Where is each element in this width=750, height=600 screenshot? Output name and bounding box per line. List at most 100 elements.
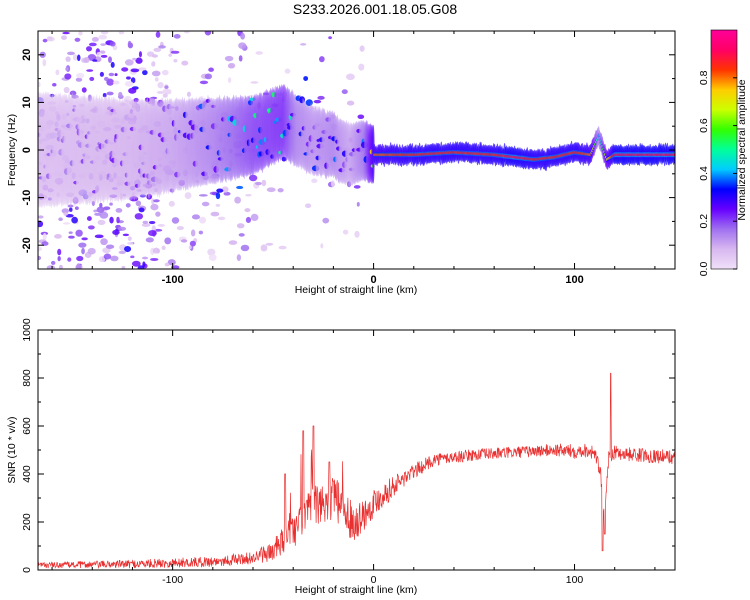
spectrogram-noise-blob — [183, 31, 190, 34]
spectrogram-noise-blob — [86, 69, 94, 72]
spectrogram-noise-blob — [141, 223, 151, 227]
spectrogram-noise-blob — [81, 87, 87, 93]
spectrogram-noise-blob — [112, 229, 120, 235]
spectrogram-ridge-blob — [357, 114, 365, 119]
spectrogram-noise-blob — [141, 256, 149, 260]
snr-y-tick-label: 200 — [21, 513, 33, 531]
spectrogram-noise-blob — [124, 81, 134, 87]
spectrogram-noise-blob — [359, 45, 365, 52]
spectrogram-noise-blob — [91, 200, 95, 207]
spectrogram-noise-blob — [142, 220, 149, 225]
spectrogram-noise-blob — [96, 206, 105, 213]
spectrogram-noise-blob — [244, 208, 251, 213]
spectrogram-noise-blob — [190, 229, 196, 237]
spectrogram-noise-blob — [63, 86, 70, 94]
spectrogram-noise-blob — [94, 212, 102, 216]
spectrogram-noise-blob — [198, 230, 204, 235]
spectrogram-noise-blob — [99, 211, 109, 219]
spectrogram-noise-blob — [184, 192, 192, 200]
spectrogram-noise-blob — [250, 213, 259, 221]
spectrogram-noise-blob — [158, 45, 166, 49]
spectrogram-noise-blob — [131, 260, 141, 267]
spectrogram-ridge-blob — [215, 192, 221, 200]
spectrogram-noise-blob — [180, 239, 188, 243]
snr-y-tick-label: 0 — [21, 567, 33, 573]
spectrogram-noise-blob — [109, 202, 113, 206]
spectrogram-noise-blob — [75, 229, 83, 237]
spectrogram-ridge-blob — [64, 73, 72, 80]
spectrogram-noise-blob — [118, 250, 126, 254]
spectrogram-noise-blob — [124, 245, 132, 253]
spectrogram-y-ticks: -20 -10 0 10 20 — [21, 30, 675, 270]
spectrogram-noise-blob — [127, 241, 134, 245]
spectrogram-noise-blob — [191, 214, 201, 220]
spectrogram-noise-blob — [87, 54, 97, 61]
spectrogram-noise-blob — [127, 236, 132, 241]
spectrogram-noise-blob — [91, 37, 99, 42]
spectrogram-ridge-blob — [153, 199, 160, 203]
spectrogram-noise-blob — [102, 247, 111, 254]
colorbar-gradient — [710, 29, 738, 270]
spectrogram-noise-blob — [234, 196, 241, 204]
spectrogram-noise-blob — [58, 264, 63, 269]
spectrogram-noise-blob — [260, 244, 268, 252]
spectrogram-noise-blob — [67, 257, 72, 262]
snr-series-line — [38, 372, 675, 570]
spectrogram-noise-blob — [223, 191, 231, 196]
spectrogram-ridge-blob — [52, 82, 57, 87]
spectrogram-ridge-blob — [216, 188, 224, 193]
colorbar-tick-label: 0.0 — [698, 262, 710, 277]
spectrogram-noise-blob — [342, 229, 349, 235]
spectrogram-noise-blob — [245, 216, 252, 223]
spectrogram-noise-blob — [112, 80, 120, 85]
spectrogram-noise-blob — [199, 96, 204, 99]
spectrogram-noise-blob — [69, 90, 77, 96]
spectrogram-noise-blob — [38, 220, 44, 228]
spectrogram-ridge-blob — [135, 200, 142, 207]
spectrogram-y-axis-label: Frequency (Hz) — [6, 114, 18, 186]
spectrogram-noise-blob — [71, 216, 78, 224]
spectrogram-noise-blob — [110, 61, 115, 68]
spectrogram-x-tick-label: 100 — [565, 274, 583, 286]
spectrogram-noise-blob — [138, 51, 143, 58]
spectrogram-noise-blob — [65, 67, 69, 71]
spectrogram-noise-blob — [78, 31, 83, 36]
spectrogram-noise-blob — [75, 77, 83, 82]
spectrogram-noise-blob — [87, 225, 95, 230]
spectrogram-noise-blob — [210, 211, 220, 217]
spectrogram-noise-blob — [110, 255, 119, 262]
spectrogram-noise-blob — [62, 31, 70, 35]
spectrogram-noise-blob — [108, 56, 112, 63]
snr-x-ticks: -100 0 100 — [51, 330, 656, 586]
spectrogram-noise-blob — [105, 244, 115, 249]
spectrogram-y-tick-label: 20 — [21, 49, 33, 61]
spectrogram-ridge-blob — [68, 235, 75, 239]
spectrogram-noise-blob — [81, 237, 88, 241]
spectrogram-noise-blob — [238, 42, 247, 49]
spectrogram-ridge-blob — [305, 99, 313, 106]
spectrogram-noise-blob — [58, 217, 63, 222]
spectrogram-noise-blob — [142, 261, 146, 268]
spectrogram-noise-blob — [277, 188, 284, 193]
colorbar-tick-label: 0.6 — [698, 118, 710, 133]
spectrogram-noise-blob — [100, 238, 108, 246]
snr-y-tick-label: 800 — [21, 369, 33, 387]
spectrogram-noise-blob — [266, 187, 276, 193]
spectrogram-noise-blob — [57, 256, 61, 262]
spectrogram-noise-blob — [204, 73, 213, 80]
spectrogram-noise-blob — [145, 237, 154, 243]
spectrogram-noise-blob — [305, 203, 312, 209]
colorbar-tick-label: 0.8 — [698, 70, 710, 85]
spectrogram-noise-blob — [78, 242, 87, 248]
spectrogram-noise-blob — [208, 67, 214, 72]
spectrogram-noise-blob — [151, 61, 155, 67]
spectrogram-noise-blob — [181, 60, 189, 66]
spectrogram-noise-blob — [106, 91, 114, 96]
spectrogram-noise-blob — [186, 91, 191, 97]
spectrogram-noise-blob — [148, 220, 156, 225]
spectrogram-noise-blob — [162, 88, 172, 93]
spectrogram-noise-blob — [164, 262, 170, 267]
spectrogram-noise-blob — [311, 178, 318, 184]
